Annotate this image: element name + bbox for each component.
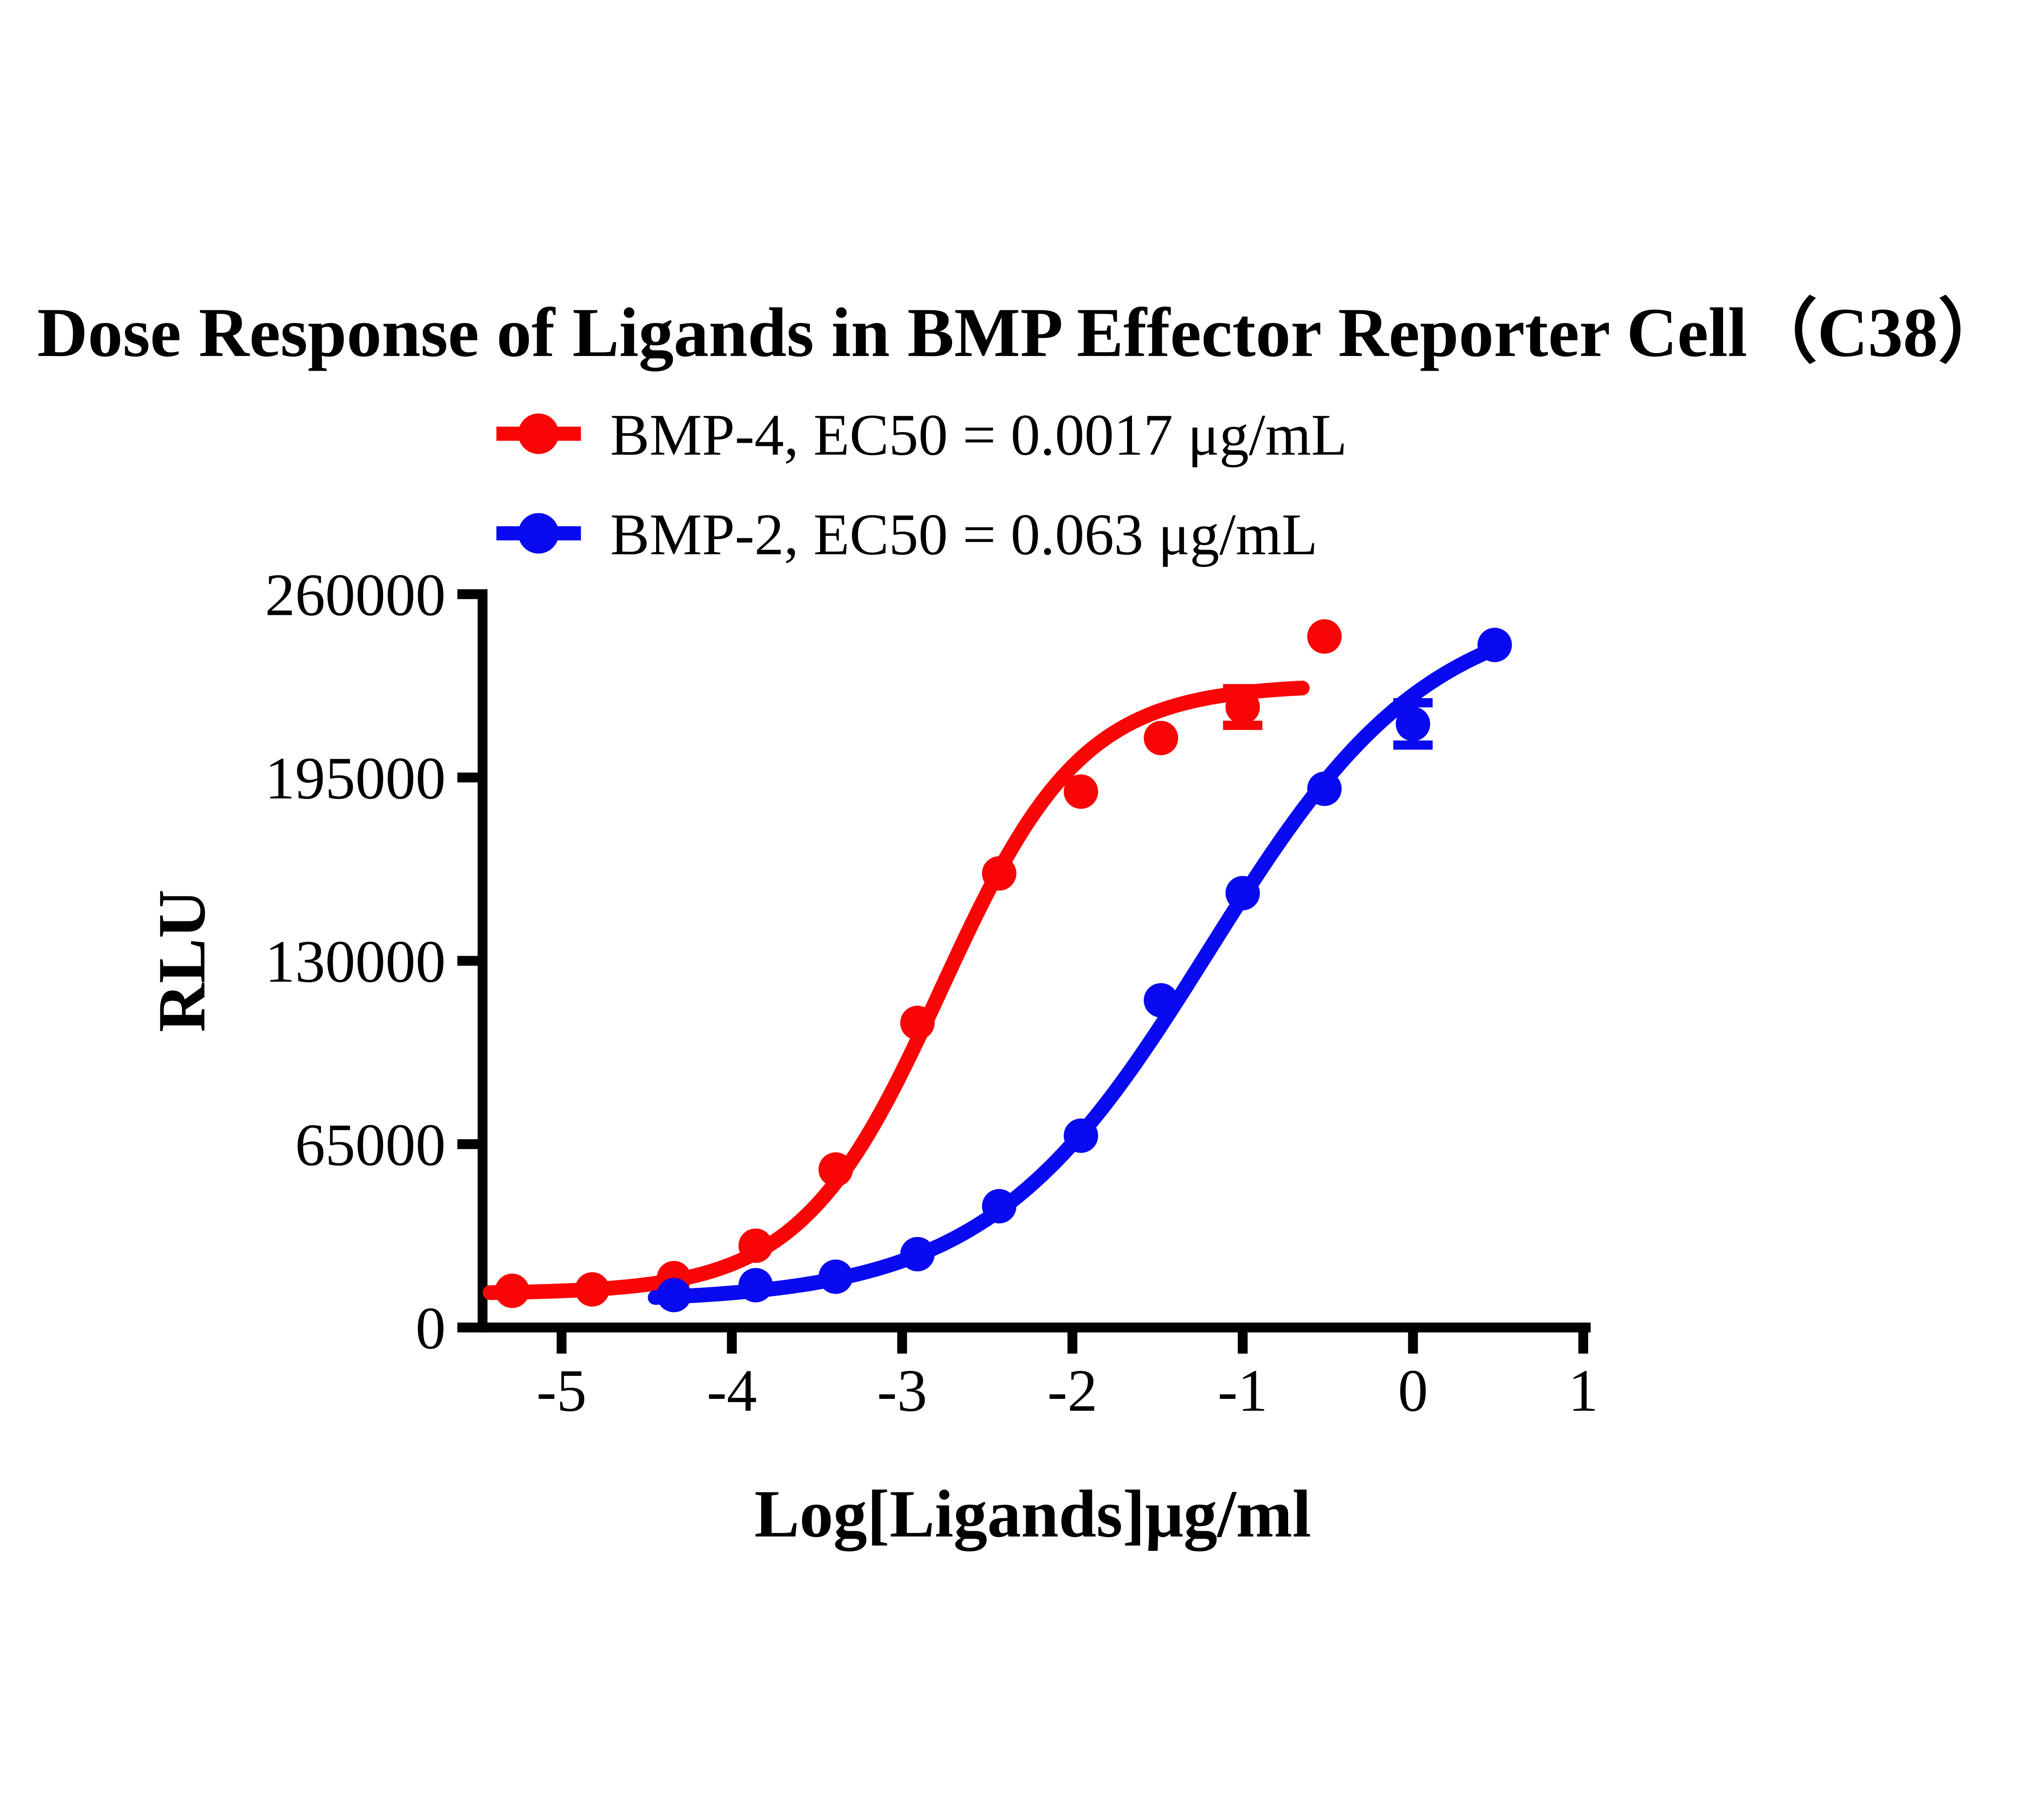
legend-label-bmp4: BMP-4, EC50 = 0.0017 μg/mL: [610, 402, 1347, 468]
data-point-bmp-4: [818, 1152, 853, 1187]
x-axis-title: Log[Ligands]μg/ml: [754, 1476, 1311, 1552]
data-point-bmp-2: [818, 1259, 853, 1294]
data-point-bmp-2: [1143, 983, 1179, 1018]
x-axis: -5 -4 -3 -2 -1 0 1 Log[Ligands]μg/ml: [477, 1322, 1598, 1552]
x-tick-label: -2: [1047, 1357, 1098, 1424]
y-tick-label: 130000: [265, 928, 446, 995]
data-point-bmp-2: [1307, 771, 1342, 806]
data-point-bmp-4: [900, 1006, 935, 1040]
x-tick-label: -4: [707, 1357, 757, 1424]
x-tick-label: -5: [536, 1357, 587, 1424]
fit-curve-bmp-2: [648, 640, 1506, 1305]
data-point-bmp-4: [1307, 619, 1342, 654]
series-layer: [482, 619, 1512, 1313]
chart-title: Dose Response of Ligands in BMP Effector…: [37, 294, 2008, 372]
x-tick-label: -3: [877, 1357, 927, 1424]
legend-label-bmp2: BMP-2, EC50 = 0.063 μg/mL: [610, 502, 1318, 567]
data-point-bmp-2: [738, 1268, 773, 1303]
y-tick-label: 0: [416, 1295, 446, 1362]
data-point-bmp-4: [738, 1228, 773, 1263]
data-point-bmp-2: [1064, 1118, 1098, 1153]
y-axis: 0 65000 130000 195000 260000 RLU: [144, 562, 488, 1362]
data-point-bmp-2: [982, 1189, 1017, 1223]
y-tick-label: 260000: [265, 562, 446, 628]
legend-marker-bmp2-dot-icon: [518, 513, 559, 554]
data-point-bmp-2: [1396, 706, 1430, 741]
data-point-bmp-2: [900, 1237, 935, 1272]
data-point-bmp-2: [1225, 876, 1260, 911]
x-tick-group: -5 -4 -3 -2 -1 0 1: [536, 1327, 1598, 1424]
legend-item-bmp4: BMP-4, EC50 = 0.0017 μg/mL: [496, 402, 1347, 468]
data-point-bmp-4: [982, 856, 1017, 891]
data-point-bmp-2: [657, 1278, 691, 1313]
x-tick-label: 1: [1568, 1357, 1598, 1424]
legend-item-bmp2: BMP-2, EC50 = 0.063 μg/mL: [496, 502, 1318, 567]
y-tick-label: 65000: [295, 1111, 446, 1178]
x-tick-label: -1: [1217, 1357, 1268, 1424]
y-tick-label: 195000: [265, 745, 446, 811]
data-point-bmp-4: [495, 1273, 529, 1308]
data-point-bmp-4: [1225, 690, 1260, 724]
data-point-bmp-4: [1143, 721, 1179, 755]
x-tick-label: 0: [1398, 1357, 1428, 1424]
data-point-bmp-4: [1064, 774, 1098, 809]
y-tick-group: 0 65000 130000 195000 260000: [265, 562, 483, 1362]
legend-marker-bmp4-dot-icon: [518, 413, 559, 454]
legend: BMP-4, EC50 = 0.0017 μg/mL BMP-2, EC50 =…: [496, 402, 1347, 567]
data-point-bmp-4: [575, 1272, 610, 1307]
data-point-bmp-2: [1477, 627, 1512, 662]
y-axis-title: RLU: [144, 889, 219, 1032]
fit-curve-bmp-4: [482, 681, 1310, 1300]
